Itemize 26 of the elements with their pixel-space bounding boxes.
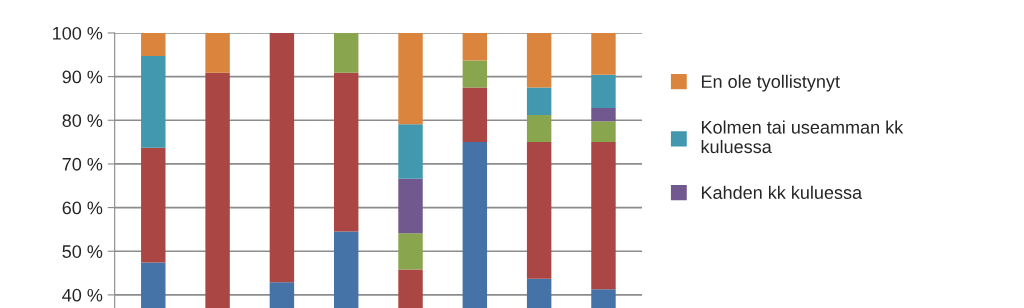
y-tick-label: 50 %	[62, 245, 103, 258]
bar	[526, 115, 552, 143]
bar	[591, 108, 616, 122]
bar	[398, 124, 423, 179]
y-tick-label: 90 %	[62, 70, 103, 84]
bar	[205, 32, 230, 73]
legend-label: Kolmen tai useamman kk kuluessa	[701, 120, 904, 154]
y-tick-label: 80 %	[62, 114, 103, 127]
legend-label: Kahden kk kuluessa	[701, 185, 863, 199]
bar	[591, 32, 616, 75]
legend-label: En ole tyollistynyt	[701, 74, 840, 92]
bar	[333, 32, 359, 73]
bar	[526, 32, 552, 88]
bar	[526, 87, 552, 116]
y-tick-label: 40 %	[62, 288, 103, 302]
bar	[398, 178, 423, 234]
bar	[591, 74, 616, 109]
y-tick-label: 60 %	[62, 201, 103, 215]
y-tick-label: 100 %	[53, 26, 103, 40]
bar	[141, 32, 166, 57]
bar	[398, 32, 423, 125]
y-tick-label: 70 %	[62, 157, 103, 171]
bar	[462, 32, 488, 61]
bar	[591, 121, 616, 143]
bar	[462, 60, 488, 88]
bar	[141, 56, 166, 148]
